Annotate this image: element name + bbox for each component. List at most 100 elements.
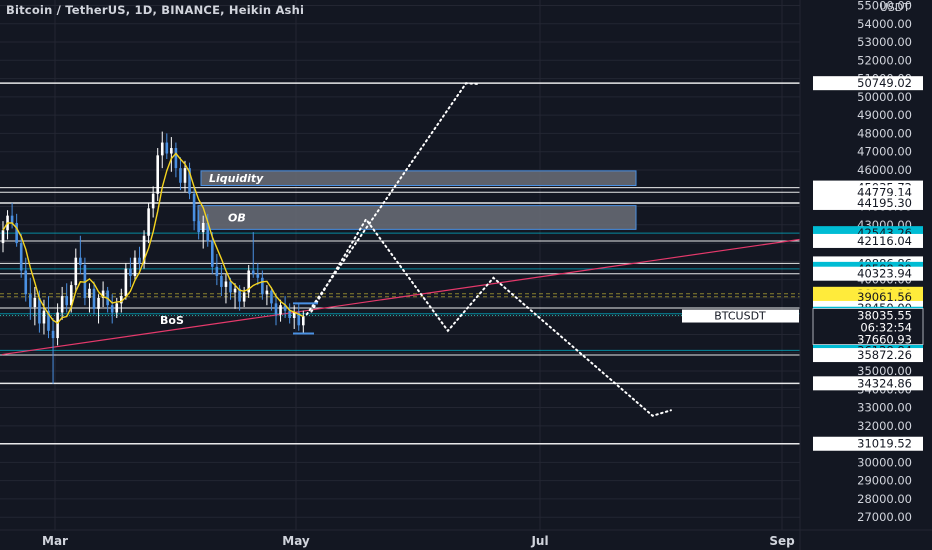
candle-body <box>192 193 196 222</box>
candle-body <box>156 155 159 194</box>
candle-body <box>238 288 241 302</box>
candle-body <box>170 148 173 154</box>
candle-body <box>33 297 37 308</box>
price-tick-label: 55000.00 <box>857 0 912 12</box>
price-tick-label: 30000.00 <box>857 455 912 469</box>
level-label: 42116.04 <box>857 234 912 248</box>
candle-body <box>151 193 155 209</box>
price-tick-label: 27000.00 <box>857 510 912 524</box>
price-tick-label: 32000.00 <box>857 419 912 433</box>
candle-body <box>15 222 18 244</box>
price-tick-label: 54000.00 <box>857 17 912 31</box>
candle-body <box>115 303 119 313</box>
candle-body <box>179 168 182 183</box>
price-axis[interactable]: 55000.0054000.0053000.0052000.0051000.00… <box>682 0 932 550</box>
time-tick-label: Jul <box>530 534 548 548</box>
candle-body <box>288 310 291 318</box>
candle-body <box>211 241 214 267</box>
candle-body <box>92 288 96 309</box>
zone-box <box>200 170 637 186</box>
candle-body <box>42 310 46 324</box>
candle-body <box>247 270 250 293</box>
projection-path <box>305 82 481 316</box>
moving-average-line <box>2 152 304 325</box>
candle-body <box>110 305 114 313</box>
candle-body <box>229 281 232 293</box>
zones-layer: Liquidity OB <box>197 170 637 230</box>
candle-body <box>270 290 273 304</box>
current-price-box <box>812 308 924 345</box>
zone-label: Liquidity <box>209 172 264 185</box>
candle-body <box>215 266 219 276</box>
level-label-bg <box>813 266 923 281</box>
candle-body <box>47 310 50 331</box>
chart-title: Bitcoin / TetherUS, 1D, BINANCE, Heikin … <box>6 3 305 17</box>
candle-body <box>1 230 5 244</box>
level-label: 31019.52 <box>857 437 912 451</box>
candle-body <box>129 268 132 276</box>
candle-body <box>183 168 187 183</box>
candle-body <box>56 312 59 339</box>
time-axis-bg <box>0 530 932 550</box>
price-tick-label: 53000.00 <box>857 35 912 49</box>
price-tick-label: 50000.00 <box>857 90 912 104</box>
candle-body <box>74 257 78 286</box>
projection-path <box>310 217 672 417</box>
level-label: 50749.02 <box>857 76 912 90</box>
candle-body <box>51 330 55 339</box>
current-price-countdown: 06:32:54 <box>860 321 912 335</box>
level-label-bg <box>813 436 923 451</box>
projection-layer <box>305 82 672 417</box>
zone-box <box>197 205 637 230</box>
candle-body <box>124 268 128 297</box>
candle-body <box>283 305 287 311</box>
extra-price-label: 37660.93 <box>857 333 912 347</box>
price-tick-label: 48000.00 <box>857 126 912 140</box>
candle-body <box>69 285 73 306</box>
price-tick-label: 49000.00 <box>857 108 912 122</box>
level-label: 44779.14 <box>857 185 912 199</box>
price-tick-label: 46000.00 <box>857 163 912 177</box>
level-label-bg <box>813 76 923 91</box>
candle-body <box>242 292 246 302</box>
level-label-bg <box>813 348 923 363</box>
candle-body <box>120 296 123 304</box>
candle-body <box>297 312 301 326</box>
level-label: 40323.94 <box>857 267 912 281</box>
candle-body <box>197 221 200 233</box>
moving-average-layer <box>2 152 304 325</box>
candle-body <box>261 277 264 295</box>
candle-body <box>97 297 100 309</box>
candle-body <box>65 296 68 306</box>
current-price-value: 38035.55 <box>857 309 912 323</box>
candle-body <box>292 312 296 318</box>
currency-label: USDT <box>880 1 911 14</box>
candle-body <box>138 257 141 264</box>
price-tick-label: 35000.00 <box>857 364 912 378</box>
candle-body <box>206 222 210 242</box>
candle-body <box>133 257 137 276</box>
candle-body <box>174 148 178 169</box>
candle-body <box>24 270 28 295</box>
trendline-layer <box>1 227 876 356</box>
level-label-bg <box>813 195 923 210</box>
trendline <box>1 227 876 356</box>
level-label: 34324.86 <box>857 376 912 390</box>
candle-body <box>224 281 228 287</box>
annotations-layer: BoS <box>160 302 318 335</box>
candle-body <box>101 290 105 298</box>
level-label-bg <box>813 289 923 304</box>
symbol-badge-bg <box>682 309 799 323</box>
grid-lines <box>0 0 800 530</box>
level-label-bg <box>813 233 923 248</box>
candle-body <box>88 288 91 298</box>
price-tick-label: 52000.00 <box>857 53 912 67</box>
candles-layer <box>1 131 305 384</box>
price-tick-label: 47000.00 <box>857 145 912 159</box>
candle-body <box>256 274 260 278</box>
level-label: 44195.30 <box>857 196 912 210</box>
candle-body <box>79 257 82 265</box>
